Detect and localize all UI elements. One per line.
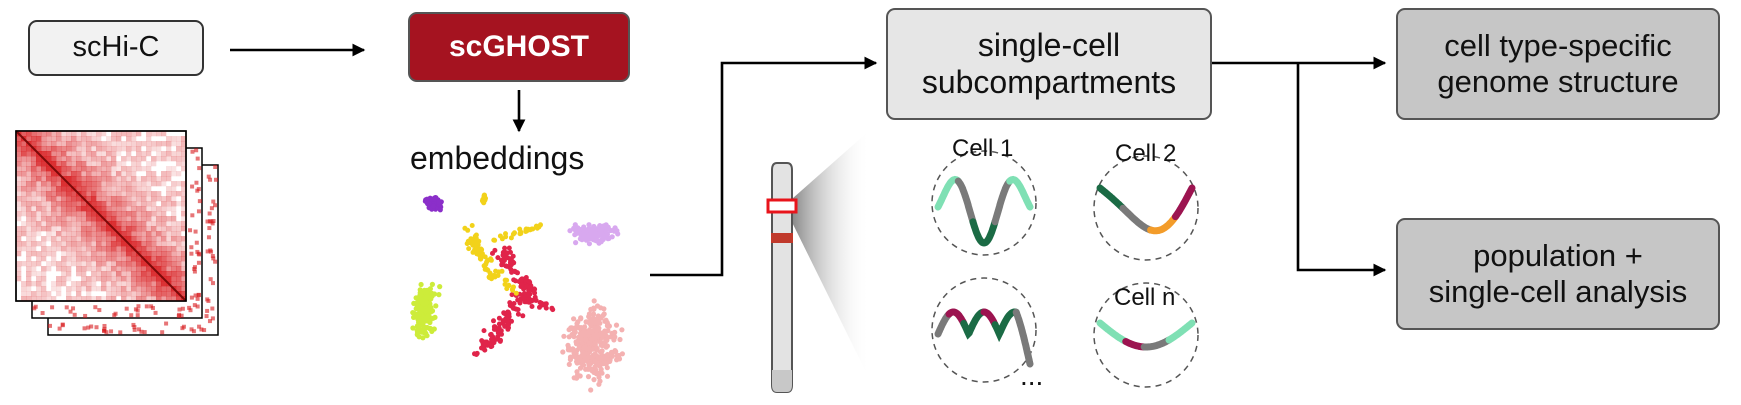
population-line2: single-cell analysis xyxy=(1428,274,1688,309)
subcompartments-line1: single-cell xyxy=(977,27,1121,64)
centromere xyxy=(771,233,793,243)
schic-label: scHi-C xyxy=(72,31,160,64)
embedding-branch xyxy=(491,222,543,243)
scghost-label: scGHOST xyxy=(448,29,590,63)
subcompartments-box: single-cell subcompartments xyxy=(886,8,1212,120)
cell-subcompartment-circle xyxy=(931,150,1037,256)
celltype-structure-box: cell type-specific genome structure xyxy=(1396,8,1720,120)
arrows xyxy=(230,43,1387,277)
population-analysis-box: population + single-cell analysis xyxy=(1396,218,1720,330)
cell-n-label: Cell n xyxy=(1114,284,1176,311)
embedding-cluster xyxy=(560,298,626,393)
subcompartments-line2: subcompartments xyxy=(921,64,1177,100)
embeddings-label: embeddings xyxy=(410,140,585,176)
cell-subcompartment-circle xyxy=(1093,155,1199,261)
chromosome xyxy=(766,130,870,393)
cell-2-label: Cell 2 xyxy=(1115,140,1177,167)
schic-box: scHi-C xyxy=(28,20,204,76)
heatmap-panel xyxy=(15,130,187,302)
cell-subcompartment-circle xyxy=(931,277,1037,383)
chromosome-highlight xyxy=(766,198,798,214)
population-line1: population + xyxy=(1473,238,1643,274)
arrow-to-population xyxy=(1296,63,1387,277)
scghost-box: scGHOST xyxy=(408,12,630,82)
embedding-cluster xyxy=(567,222,621,247)
more-cells-ellipsis: ... xyxy=(1020,360,1044,391)
embeddings-scatter xyxy=(410,192,626,393)
schic-heatmap-stack xyxy=(15,130,219,336)
embedding-branch xyxy=(464,234,519,296)
embedding-branch xyxy=(517,291,556,313)
cell-subcompartment-circle xyxy=(1093,282,1199,388)
arrow-embeddings-to-subcompartments xyxy=(650,56,878,277)
embedding-branch xyxy=(472,292,528,357)
cell-1-label: Cell 1 xyxy=(952,135,1014,162)
embedding-cluster xyxy=(479,192,488,206)
zoom-wedge xyxy=(784,130,870,380)
single-cell-circles xyxy=(931,150,1199,388)
celltype-line2: genome structure xyxy=(1437,64,1679,99)
celltype-line1: cell type-specific xyxy=(1444,28,1672,64)
embedding-cluster xyxy=(410,281,443,341)
embedding-cluster xyxy=(422,195,444,213)
